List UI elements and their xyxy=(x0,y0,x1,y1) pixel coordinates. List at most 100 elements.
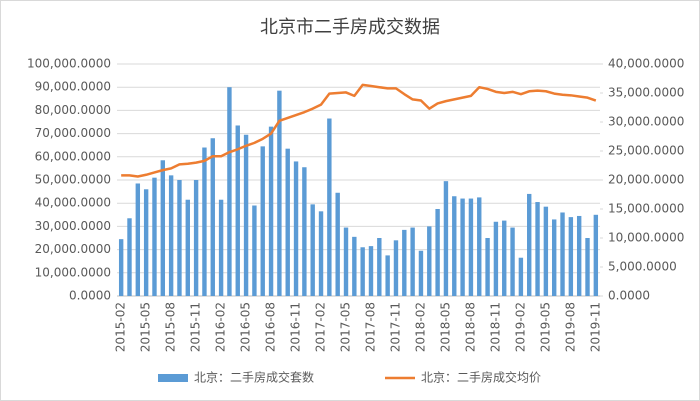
bar xyxy=(502,220,507,296)
bar xyxy=(210,138,215,296)
bar xyxy=(551,219,557,296)
bar xyxy=(360,247,365,296)
x-tick-label: 2017-08 xyxy=(363,302,377,352)
bar xyxy=(268,126,274,296)
bar xyxy=(160,160,166,296)
bar xyxy=(385,255,390,296)
bar xyxy=(127,218,132,296)
bar xyxy=(118,239,124,296)
x-tick-label: 2016-11 xyxy=(289,302,303,352)
y2-tick-label: 20,000.0000 xyxy=(608,173,684,187)
y2-tick-label: 15,000.0000 xyxy=(608,202,684,216)
bar xyxy=(377,238,382,296)
bar xyxy=(593,214,599,296)
bar xyxy=(335,192,340,296)
bar xyxy=(543,206,549,296)
bar xyxy=(368,246,374,296)
x-tick-label: 2019-11 xyxy=(588,302,602,352)
bar xyxy=(585,238,590,296)
bar xyxy=(485,238,490,296)
bar xyxy=(277,90,282,297)
y-tick-label: 60,000.0000 xyxy=(35,149,111,163)
bar xyxy=(560,212,565,296)
y2-tick-label: 25,000.0000 xyxy=(608,144,684,158)
bar xyxy=(327,118,332,297)
bar xyxy=(518,257,524,296)
bar xyxy=(293,161,299,296)
bar xyxy=(302,167,307,296)
x-tick-label: 2016-08 xyxy=(264,302,278,352)
y-tick-label: 30,000.0000 xyxy=(35,219,111,233)
bar xyxy=(427,226,432,296)
x-tick-label: 2019-05 xyxy=(538,302,552,352)
bar xyxy=(352,236,357,296)
bar xyxy=(152,177,157,296)
x-tick-label: 2016-02 xyxy=(214,302,228,352)
legend-label: 北京：二手房成交套数 xyxy=(194,370,314,385)
x-tick-label: 2015-11 xyxy=(189,302,203,352)
x-tick-label: 2017-11 xyxy=(388,302,402,352)
bar xyxy=(527,193,532,296)
bar xyxy=(468,198,474,296)
y-tick-label: 20,000.0000 xyxy=(35,242,111,256)
y-tick-label: 10,000.0000 xyxy=(35,265,111,279)
y2-tick-label: 5,000.0000 xyxy=(608,260,677,274)
bar xyxy=(135,183,141,296)
y-tick-label: 40,000.0000 xyxy=(35,196,111,210)
x-tick-label: 2017-05 xyxy=(339,302,353,352)
bar xyxy=(318,211,324,296)
x-tick-label: 2018-05 xyxy=(438,302,452,352)
bar xyxy=(576,215,582,296)
bar xyxy=(243,134,249,296)
bar xyxy=(202,147,207,296)
bar xyxy=(285,148,290,296)
y-tick-label: 50,000.0000 xyxy=(35,173,111,187)
bar xyxy=(168,175,174,296)
x-tick-label: 2019-08 xyxy=(563,302,577,352)
bar xyxy=(177,180,182,296)
y2-tick-label: 0.0000 xyxy=(608,289,650,303)
y2-tick-label: 35,000.0000 xyxy=(608,86,684,100)
y-tick-label: 80,000.0000 xyxy=(35,103,111,117)
bar xyxy=(460,198,465,296)
bar xyxy=(402,229,407,296)
y-tick-label: 70,000.0000 xyxy=(35,126,111,140)
x-tick-label: 2017-02 xyxy=(314,302,328,352)
bar xyxy=(568,217,574,296)
y2-tick-label: 30,000.0000 xyxy=(608,115,684,129)
bar xyxy=(252,205,257,296)
bar xyxy=(218,199,224,296)
y-tick-label: 90,000.0000 xyxy=(35,80,111,94)
x-tick-label: 2015-08 xyxy=(164,302,178,352)
x-tick-label: 2015-02 xyxy=(114,302,128,352)
y2-tick-label: 40,000.0000 xyxy=(608,57,684,71)
bar xyxy=(393,240,399,296)
bar xyxy=(143,189,149,296)
y-tick-label: 100,000.0000 xyxy=(27,57,111,71)
y2-tick-label: 10,000.0000 xyxy=(608,231,684,245)
bar xyxy=(310,204,315,296)
line xyxy=(121,83,597,178)
x-tick-label: 2018-08 xyxy=(463,302,477,352)
x-tick-label: 2018-11 xyxy=(488,302,502,352)
bar xyxy=(235,125,240,296)
legend-swatch xyxy=(158,374,188,382)
bar xyxy=(260,146,265,296)
bar xyxy=(510,227,515,296)
x-tick-label: 2019-02 xyxy=(513,302,527,352)
bar xyxy=(193,180,199,296)
x-tick-label: 2015-05 xyxy=(139,302,153,352)
y-tick-label: 0.0000 xyxy=(69,289,111,303)
bar xyxy=(452,196,457,296)
bar xyxy=(185,199,190,296)
legend-label: 北京：二手房成交均价 xyxy=(421,370,541,385)
x-tick-label: 2016-05 xyxy=(239,302,253,352)
chart-title: 北京市二手房成交数据 xyxy=(260,17,440,38)
x-tick-label: 2018-02 xyxy=(413,302,427,352)
bar xyxy=(493,221,499,296)
bar xyxy=(535,202,540,296)
bar xyxy=(443,181,449,296)
bar xyxy=(477,197,482,296)
